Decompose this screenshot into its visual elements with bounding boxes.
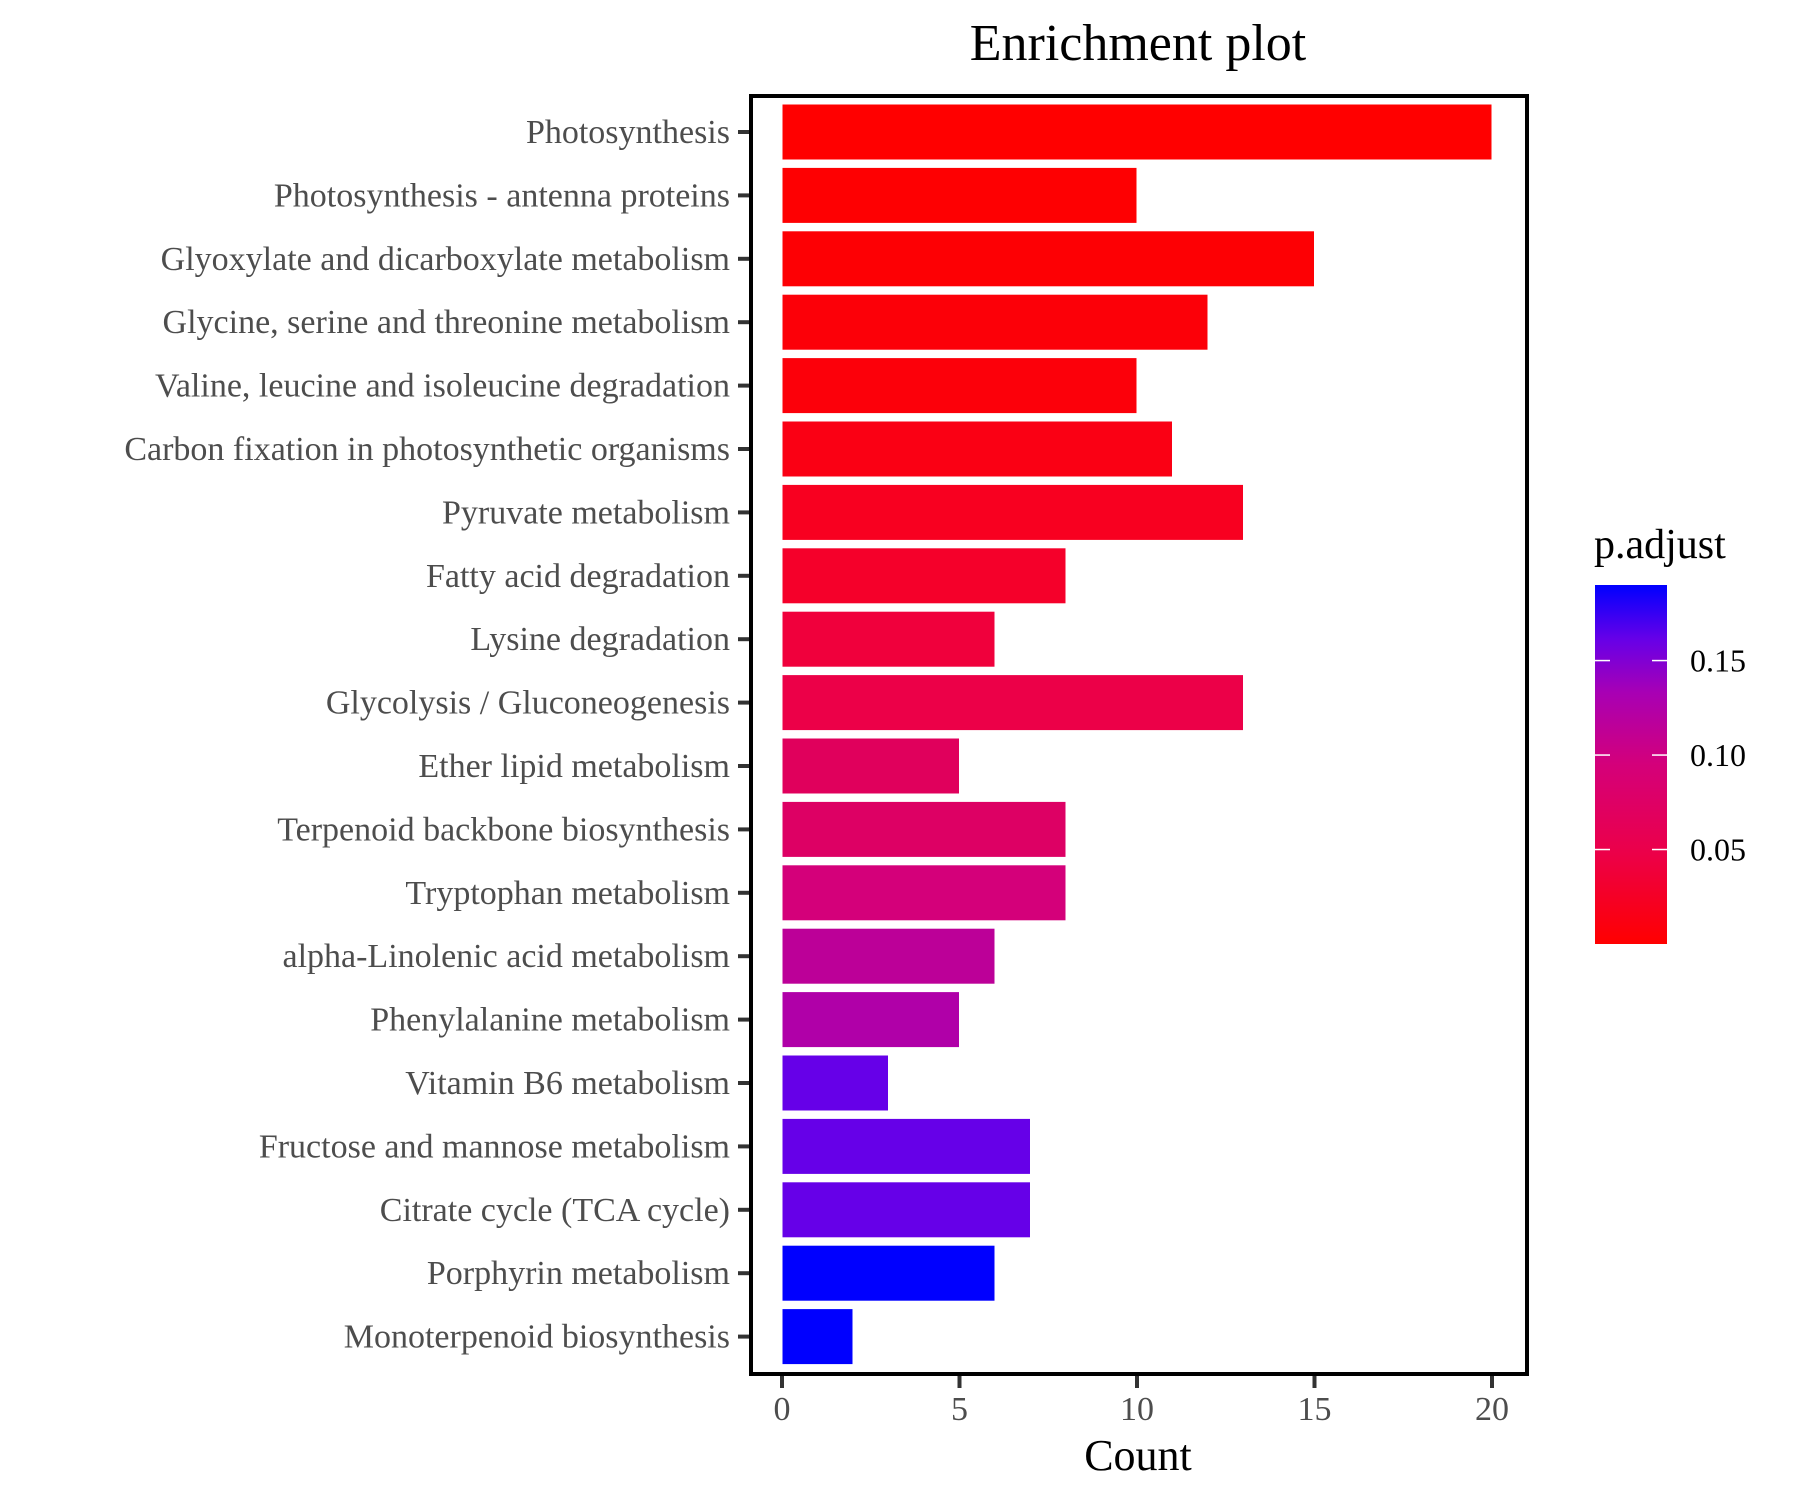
color-legend: p.adjust 0.05 0.10 0.15 bbox=[1594, 522, 1746, 944]
legend-colorbar bbox=[1595, 585, 1667, 944]
category-label: Glycine, serine and threonine metabolism bbox=[163, 304, 730, 341]
x-tick-label: 15 bbox=[1298, 1391, 1332, 1428]
bar bbox=[781, 166, 1138, 224]
bar bbox=[781, 547, 1067, 605]
category-label: Monoterpenoid biosynthesis bbox=[344, 1319, 730, 1356]
legend-ticks: 0.05 0.10 0.15 bbox=[1595, 643, 1746, 868]
x-tick-label: 0 bbox=[774, 1391, 791, 1428]
x-axis-ticks: 0 5 10 15 20 bbox=[774, 1376, 1509, 1428]
category-label: Vitamin B6 metabolism bbox=[405, 1065, 730, 1102]
category-label: Fatty acid degradation bbox=[426, 558, 730, 595]
bar bbox=[781, 357, 1138, 415]
bar bbox=[781, 1117, 1031, 1175]
category-label: Ether lipid metabolism bbox=[418, 748, 730, 785]
bar bbox=[781, 610, 996, 668]
category-label: Citrate cycle (TCA cycle) bbox=[380, 1192, 730, 1229]
category-label: Carbon fixation in photosynthetic organi… bbox=[124, 431, 730, 468]
x-tick-label: 5 bbox=[951, 1391, 968, 1428]
bar bbox=[781, 103, 1493, 161]
bar bbox=[781, 800, 1067, 858]
bars-group bbox=[781, 103, 1493, 1366]
bar bbox=[781, 1244, 996, 1302]
bar bbox=[781, 927, 996, 985]
category-label: Glyoxylate and dicarboxylate metabolism bbox=[161, 241, 730, 278]
category-label: Tryptophan metabolism bbox=[405, 875, 730, 912]
legend-tick-label: 0.15 bbox=[1690, 643, 1746, 679]
legend-title: p.adjust bbox=[1594, 522, 1726, 568]
category-label: Terpenoid backbone biosynthesis bbox=[277, 811, 730, 848]
legend-tick-label: 0.10 bbox=[1690, 737, 1746, 773]
bar bbox=[781, 293, 1209, 351]
x-tick-label: 20 bbox=[1475, 1391, 1509, 1428]
category-label: Lysine degradation bbox=[470, 621, 730, 658]
bar bbox=[781, 1054, 889, 1112]
category-label: Valine, leucine and isoleucine degradati… bbox=[155, 368, 730, 405]
panel-border bbox=[749, 94, 1529, 1376]
category-label: Pyruvate metabolism bbox=[442, 494, 730, 531]
bar bbox=[781, 230, 1315, 288]
bar bbox=[781, 864, 1067, 922]
x-axis-title: Count bbox=[1084, 1431, 1192, 1480]
bar bbox=[781, 483, 1244, 541]
chart-title: Enrichment plot bbox=[970, 15, 1307, 72]
category-label: Porphyrin metabolism bbox=[427, 1255, 730, 1292]
y-axis-ticks bbox=[738, 130, 750, 1339]
category-labels: Photosynthesis Photosynthesis - antenna p… bbox=[124, 114, 730, 1356]
bar bbox=[781, 737, 960, 795]
category-label: Fructose and mannose metabolism bbox=[259, 1128, 730, 1165]
category-label: Glycolysis / Gluconeogenesis bbox=[326, 685, 730, 722]
category-label: Photosynthesis - antenna proteins bbox=[274, 177, 730, 214]
bar bbox=[781, 1308, 854, 1366]
bar bbox=[781, 1181, 1031, 1239]
bar bbox=[781, 420, 1173, 478]
category-label: Phenylalanine metabolism bbox=[370, 1002, 730, 1039]
category-label: alpha-Linolenic acid metabolism bbox=[282, 938, 730, 975]
legend-tick-label: 0.05 bbox=[1690, 832, 1746, 868]
bar bbox=[781, 674, 1244, 732]
bar bbox=[781, 991, 960, 1049]
x-tick-label: 10 bbox=[1120, 1391, 1154, 1428]
category-label: Photosynthesis bbox=[526, 114, 730, 151]
